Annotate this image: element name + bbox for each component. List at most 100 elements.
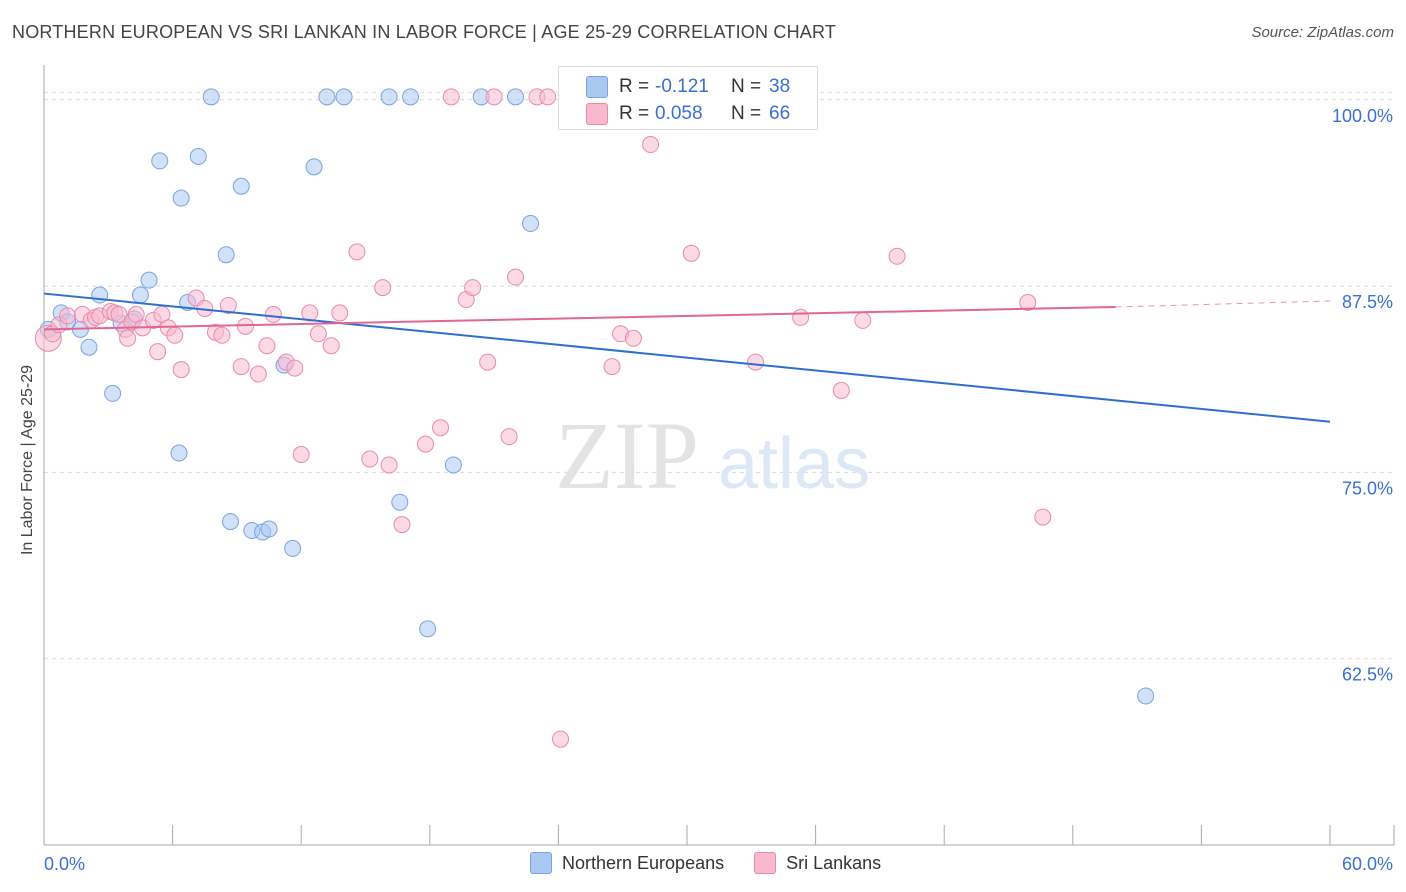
legend-label-northern-europeans: Northern Europeans xyxy=(562,852,725,873)
point-sri-lankans-27 xyxy=(232,358,250,376)
n-label: N = xyxy=(731,103,762,124)
point-northern-europeans-26 xyxy=(318,88,336,106)
point-northern-europeans-11 xyxy=(151,152,169,170)
tick-labels: 62.5% 75.0% 87.5% 100.0% 0.0% 60.0% xyxy=(44,106,1393,874)
watermark-zip: ZIP xyxy=(555,402,699,509)
point-sri-lankans-67 xyxy=(1034,508,1052,526)
point-sri-lankans-51 xyxy=(500,428,518,446)
point-sri-lankans-56 xyxy=(603,358,621,376)
point-northern-europeans-22 xyxy=(260,520,278,538)
chart-source: Source: ZipAtlas.com xyxy=(1251,24,1394,41)
point-sri-lankans-37 xyxy=(322,337,340,355)
y-tick-label-2: 87.5% xyxy=(1342,292,1393,312)
point-northern-europeans-25 xyxy=(305,158,323,176)
point-northern-europeans-13 xyxy=(172,189,190,207)
point-northern-europeans-19 xyxy=(232,177,250,195)
y-tick-label-3: 100.0% xyxy=(1332,106,1393,126)
point-northern-europeans-31 xyxy=(419,620,437,638)
axes xyxy=(43,65,1395,846)
point-northern-europeans-16 xyxy=(202,88,220,106)
point-sri-lankans-49 xyxy=(479,353,497,371)
point-northern-europeans-15 xyxy=(189,147,207,165)
point-sri-lankans-59 xyxy=(642,136,660,154)
point-northern-europeans-10 xyxy=(140,271,158,289)
point-sri-lankans-30 xyxy=(258,337,276,355)
stats-swatch-sri-lankans xyxy=(586,103,608,125)
point-sri-lankans-58 xyxy=(624,329,642,347)
point-northern-europeans-6 xyxy=(104,384,122,402)
point-northern-europeans-17 xyxy=(217,246,235,264)
point-sri-lankans-20 xyxy=(166,326,184,344)
point-sri-lankans-48 xyxy=(464,279,482,297)
point-sri-lankans-3 xyxy=(59,307,77,325)
legend-item-sri-lankans[interactable]: Sri Lankans xyxy=(754,852,881,874)
point-sri-lankans-21 xyxy=(172,361,190,379)
point-sri-lankans-43 xyxy=(393,516,411,534)
point-sri-lankans-46 xyxy=(442,88,460,106)
n-value-sri-lankans: 66 xyxy=(769,103,791,124)
watermark: ZIP atlas xyxy=(555,402,870,509)
stats-swatch-northern-europeans xyxy=(586,76,608,98)
data-points xyxy=(34,88,1155,748)
trend-lines xyxy=(43,292,1331,423)
point-sri-lankans-25 xyxy=(213,326,231,344)
stats-legend: R = -0.121 N = 38 R = 0.058 N = 66 xyxy=(558,66,818,130)
watermark-atlas: atlas xyxy=(718,424,870,504)
x-tick-label-min: 0.0% xyxy=(44,854,85,874)
point-sri-lankans-62 xyxy=(792,308,810,326)
trend-line-sri-lankans-extension xyxy=(1115,300,1331,308)
n-label: N = xyxy=(731,76,762,97)
point-sri-lankans-10 xyxy=(110,305,128,323)
point-sri-lankans-45 xyxy=(432,419,450,437)
point-sri-lankans-42 xyxy=(380,456,398,474)
point-sri-lankans-50 xyxy=(485,88,503,106)
point-sri-lankans-40 xyxy=(361,450,379,468)
point-sri-lankans-54 xyxy=(539,88,557,106)
point-sri-lankans-33 xyxy=(286,359,304,377)
legend-label-sri-lankans: Sri Lankans xyxy=(786,852,882,873)
point-northern-europeans-34 xyxy=(507,88,525,106)
point-northern-europeans-29 xyxy=(391,493,409,511)
point-sri-lankans-61 xyxy=(747,353,765,371)
point-sri-lankans-66 xyxy=(1019,294,1037,311)
grid-lines xyxy=(44,91,1394,660)
point-northern-europeans-9 xyxy=(131,286,149,304)
point-northern-europeans-37 xyxy=(1137,687,1155,705)
r-label: R = xyxy=(619,76,650,97)
point-northern-europeans-12 xyxy=(170,444,188,462)
x-tick-label-max: 60.0% xyxy=(1342,854,1393,874)
point-sri-lankans-60 xyxy=(682,244,700,262)
y-tick-label-0: 62.5% xyxy=(1342,665,1393,685)
point-sri-lankans-17 xyxy=(149,343,167,361)
point-sri-lankans-26 xyxy=(219,296,237,314)
point-sri-lankans-64 xyxy=(854,311,872,329)
point-sri-lankans-31 xyxy=(264,305,282,323)
point-northern-europeans-18 xyxy=(221,513,239,531)
point-sri-lankans-44 xyxy=(417,435,435,453)
point-sri-lankans-63 xyxy=(832,381,850,399)
point-sri-lankans-12 xyxy=(119,329,137,347)
point-sri-lankans-52 xyxy=(507,268,525,286)
point-sri-lankans-39 xyxy=(348,243,366,261)
chart-title: NORTHERN EUROPEAN VS SRI LANKAN IN LABOR… xyxy=(12,22,837,42)
y-tick-label-1: 75.0% xyxy=(1342,478,1393,498)
legend-swatch-sri-lankans xyxy=(754,852,777,874)
point-sri-lankans-34 xyxy=(292,446,310,464)
point-sri-lankans-65 xyxy=(888,247,906,265)
point-sri-lankans-36 xyxy=(309,325,327,343)
point-northern-europeans-28 xyxy=(380,88,398,106)
point-northern-europeans-35 xyxy=(522,215,540,233)
point-sri-lankans-41 xyxy=(374,279,392,297)
trend-line-northern-europeans xyxy=(43,292,1331,423)
point-northern-europeans-4 xyxy=(80,338,98,356)
legend-swatch-northern-europeans xyxy=(530,852,552,874)
point-northern-europeans-27 xyxy=(335,88,353,106)
r-label: R = xyxy=(619,103,650,124)
point-sri-lankans-28 xyxy=(236,317,254,335)
point-northern-europeans-30 xyxy=(402,88,420,106)
legend-item-northern-europeans[interactable]: Northern Europeans xyxy=(530,852,724,874)
n-value-northern-europeans: 38 xyxy=(769,76,791,97)
series-legend: Northern Europeans Sri Lankans xyxy=(530,852,911,874)
point-northern-europeans-32 xyxy=(444,456,462,474)
